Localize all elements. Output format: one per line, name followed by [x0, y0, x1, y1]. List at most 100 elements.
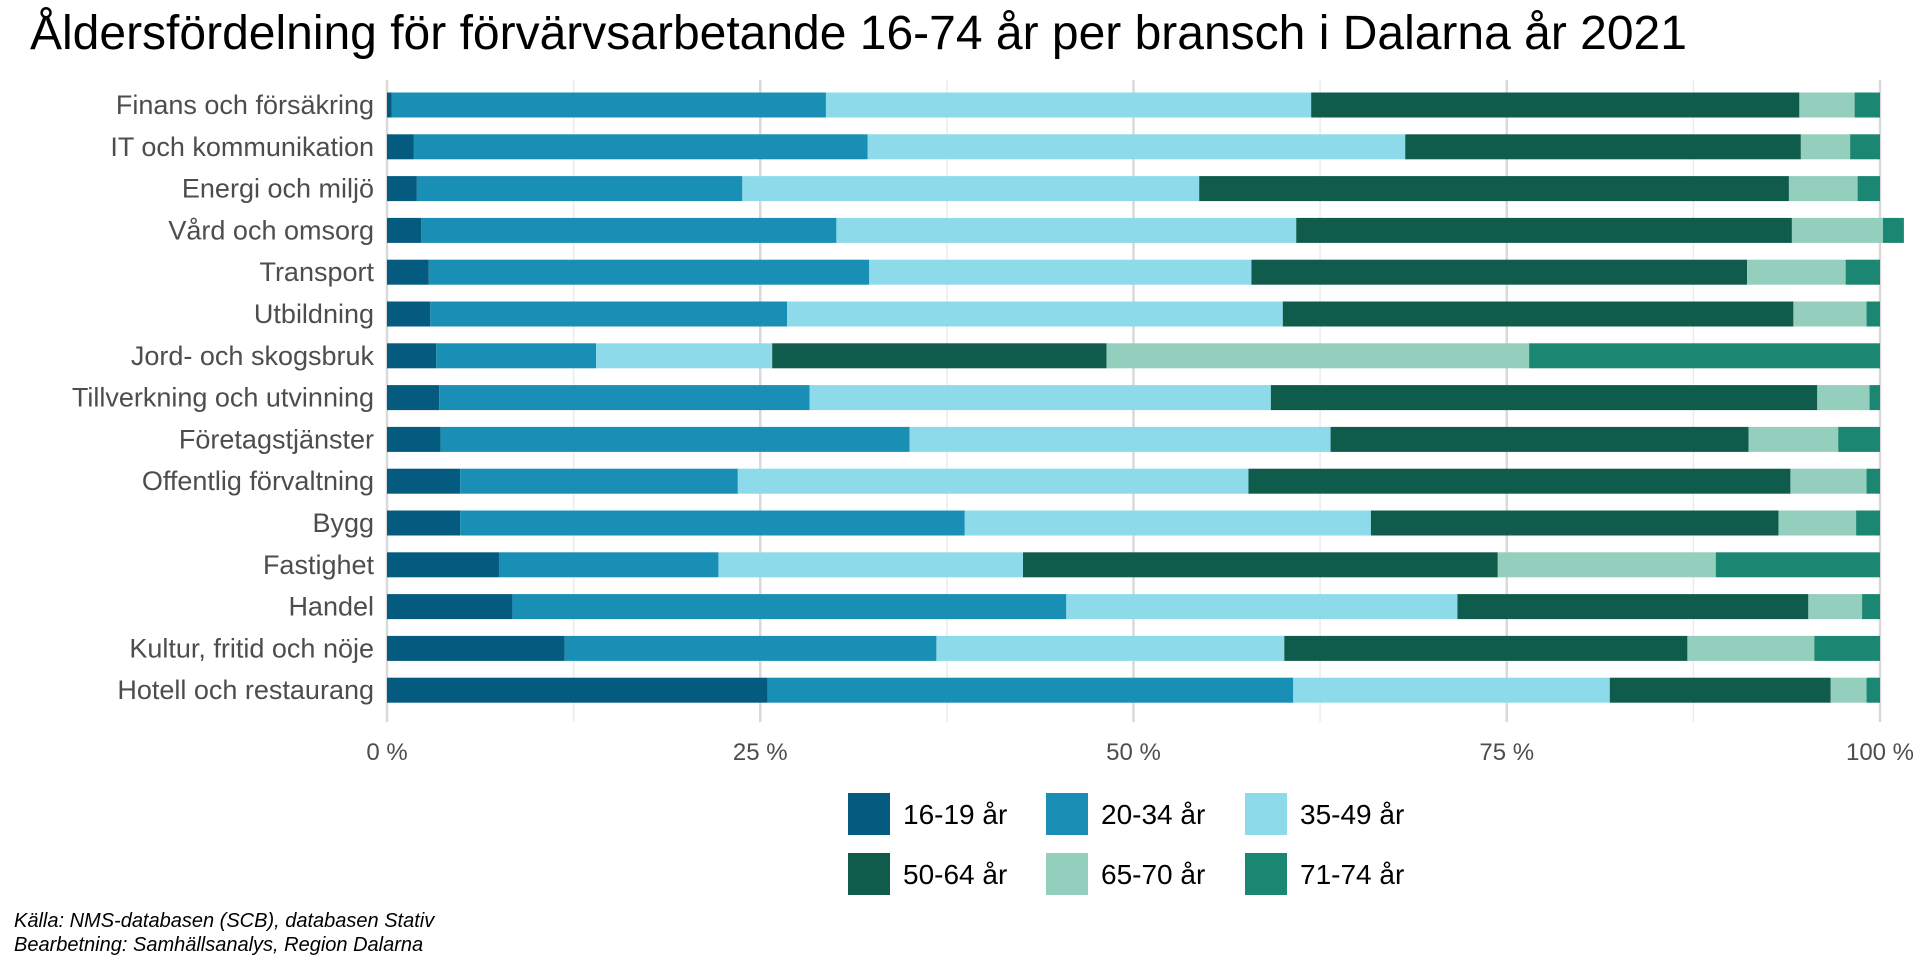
legend-swatch — [1245, 853, 1287, 895]
bar-segment — [564, 635, 937, 661]
bar-segment — [1270, 385, 1818, 411]
bar-segment — [1869, 385, 1880, 411]
bar-segment — [1800, 134, 1851, 160]
bar-segment — [596, 343, 773, 369]
bar-segment — [460, 468, 738, 494]
bar-segment — [416, 176, 743, 202]
bar-segment — [1106, 343, 1530, 369]
bar-segment — [869, 259, 1252, 285]
bar-segment — [460, 510, 965, 536]
bar-segment — [1284, 635, 1688, 661]
legend-label: 20-34 år — [1101, 799, 1205, 830]
bar-segment — [936, 635, 1285, 661]
bar-segment — [1248, 468, 1791, 494]
bar-segment — [809, 385, 1271, 411]
legend-label: 65-70 år — [1101, 859, 1205, 890]
legend-label: 16-19 år — [903, 799, 1007, 830]
category-label: Vård och omsorg — [168, 215, 374, 245]
x-tick-label: 25 % — [733, 739, 788, 766]
bar-segment — [836, 217, 1297, 243]
bar-segment — [387, 635, 565, 661]
bar-segment — [1497, 552, 1716, 578]
bar-segment — [1293, 677, 1610, 703]
bar-segment — [387, 92, 392, 118]
bar-segment — [498, 552, 719, 578]
bar-segment — [1791, 217, 1883, 243]
bar-segment — [1799, 92, 1855, 118]
bar-segment — [387, 510, 461, 536]
bar-segment — [1857, 176, 1880, 202]
bar-segment — [909, 426, 1331, 452]
category-label: Transport — [259, 257, 374, 287]
bar-segment — [742, 176, 1200, 202]
x-tick-label: 0 % — [366, 739, 407, 766]
bar-segment — [387, 217, 422, 243]
legend-swatch — [848, 793, 890, 835]
bar-segment — [767, 677, 1294, 703]
bar-segment — [1854, 92, 1880, 118]
bar-segment — [1845, 259, 1880, 285]
legend-swatch — [1046, 793, 1088, 835]
bar-segment — [1866, 301, 1880, 327]
bar-segment — [1856, 510, 1880, 536]
bar-segment — [387, 134, 414, 160]
category-label: Handel — [288, 592, 374, 622]
bar-segment — [436, 343, 597, 369]
bar-segment — [867, 134, 1406, 160]
bar-segment — [1066, 594, 1458, 620]
bar-segment — [1862, 594, 1880, 620]
category-label: Företagstjänster — [179, 424, 374, 454]
bar-segment — [1808, 594, 1863, 620]
bar-segment — [413, 134, 868, 160]
legend-swatch — [1245, 793, 1287, 835]
bar-segment — [439, 385, 810, 411]
bar-segment — [387, 343, 437, 369]
bar-segment — [737, 468, 1249, 494]
bar-segment — [1778, 510, 1857, 536]
chart-title: Åldersfördelning för förvärvsarbetande 1… — [30, 7, 1687, 60]
bar-segment — [1747, 259, 1846, 285]
bar-segment — [772, 343, 1107, 369]
bar-segment — [1715, 552, 1880, 578]
bar-segment — [825, 92, 1312, 118]
bar-segment — [964, 510, 1371, 536]
bar-segment — [391, 92, 826, 118]
category-label: Jord- och skogsbruk — [131, 341, 375, 371]
category-label: Offentlig förvaltning — [142, 466, 374, 496]
bar-segment — [1687, 635, 1815, 661]
bar-segment — [1199, 176, 1789, 202]
bar-segment — [718, 552, 1024, 578]
bar-segment — [440, 426, 910, 452]
bar-segment — [1251, 259, 1748, 285]
bar-segment — [387, 677, 768, 703]
bar-segment — [1457, 594, 1809, 620]
bar-segment — [1370, 510, 1779, 536]
bar-segment — [1609, 677, 1831, 703]
legend-swatch — [1046, 853, 1088, 895]
bar-segment — [1866, 677, 1880, 703]
category-label: Tillverkning och utvinning — [72, 383, 374, 413]
bar-segment — [1296, 217, 1792, 243]
legend-label: 35-49 år — [1300, 799, 1404, 830]
bar-segment — [1830, 677, 1867, 703]
category-label: Hotell och restaurang — [117, 675, 374, 705]
x-tick-label: 75 % — [1479, 739, 1534, 766]
x-tick-label: 50 % — [1106, 739, 1161, 766]
bar-segment — [387, 426, 441, 452]
bar-segment — [1790, 468, 1867, 494]
bar-segment — [1817, 385, 1870, 411]
caption-processing: Bearbetning: Samhällsanalys, Region Dala… — [14, 934, 424, 956]
bar-segment — [1788, 176, 1858, 202]
bar-segment — [387, 176, 417, 202]
category-label: Bygg — [312, 508, 374, 538]
bar-segment — [387, 259, 429, 285]
bar-segment — [512, 594, 1067, 620]
bar-segment — [1793, 301, 1867, 327]
caption-source: Källa: NMS-databasen (SCB), databasen St… — [14, 910, 435, 932]
x-tick-label: 100 % — [1846, 739, 1914, 766]
bar-segment — [1850, 134, 1880, 160]
legend-label: 71-74 år — [1300, 859, 1404, 890]
bar-segment — [1330, 426, 1749, 452]
bar-segment — [1882, 217, 1904, 243]
